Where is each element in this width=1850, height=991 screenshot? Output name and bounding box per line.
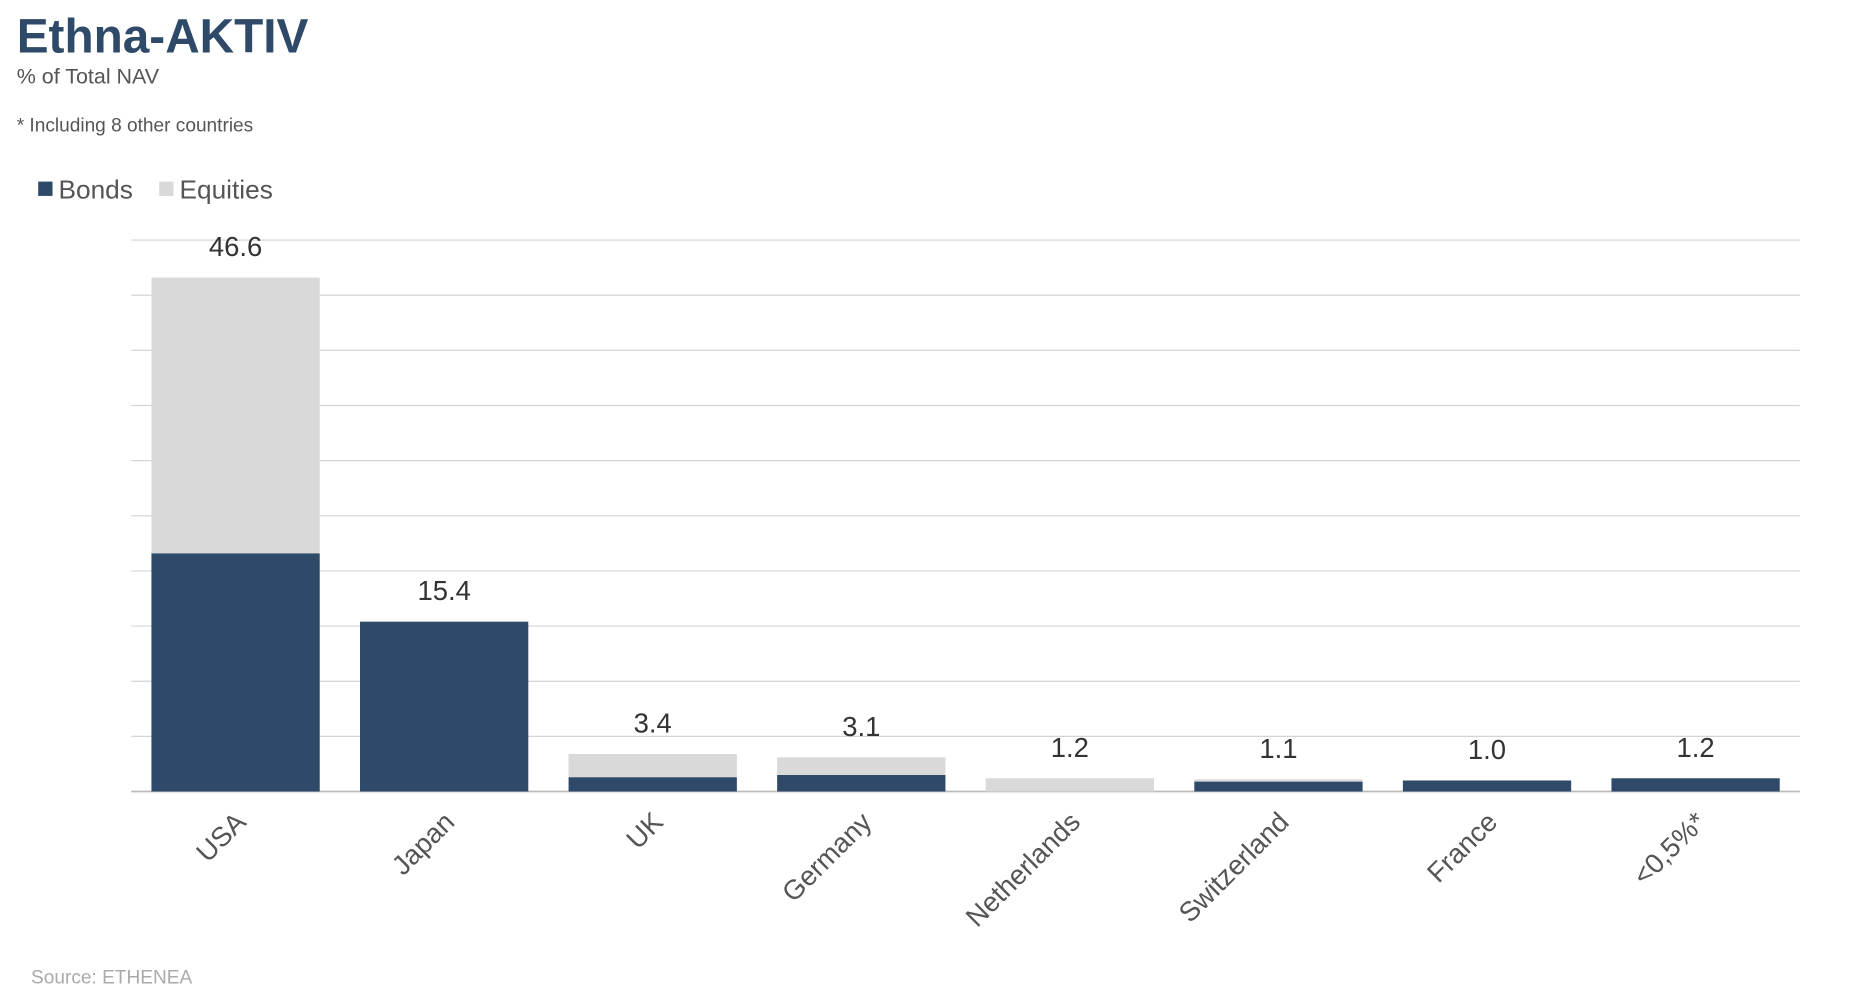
bar-segment [151, 553, 320, 792]
x-tick-label: Germany [776, 806, 878, 908]
bar-segment [777, 757, 946, 775]
total-label: 3.4 [634, 708, 672, 739]
x-tick-label: France [1421, 806, 1503, 888]
bar-segment [151, 277, 320, 554]
x-tick-label: Japan [386, 806, 461, 881]
x-tick-label: <0,5%* [1627, 806, 1712, 891]
bar-segment [568, 754, 737, 778]
legend-label: Equities [179, 174, 272, 204]
total-label: 1.2 [1051, 732, 1089, 763]
x-tick-label: USA [190, 806, 252, 868]
x-tick-label: UK [620, 806, 669, 855]
bar-segment [1611, 778, 1780, 792]
bar-segment [1194, 781, 1363, 792]
total-label: 1.0 [1468, 734, 1506, 765]
legend-label: Bonds [58, 174, 132, 204]
bar-segment [777, 774, 946, 792]
legend-swatch [38, 181, 53, 196]
total-label: 46.6 [209, 231, 262, 262]
bar-segment [1194, 779, 1363, 782]
x-tick-label: Switzerland [1172, 806, 1294, 928]
bar-segment [360, 621, 529, 792]
total-label: 15.4 [417, 575, 470, 606]
legend-swatch [159, 181, 174, 196]
bar-segment [1402, 780, 1572, 792]
total-label: 3.1 [842, 711, 880, 742]
total-label: 1.2 [1677, 732, 1715, 763]
chart-source: Source: ETHENEA [31, 968, 192, 989]
chart-subtitle: % of Total NAV [17, 65, 160, 89]
bar-segment [985, 778, 1155, 792]
x-tick-label: Netherlands [960, 806, 1087, 933]
total-label: 1.1 [1259, 733, 1297, 764]
chart-note: * Including 8 other countries [17, 115, 254, 136]
chart-title: Ethna-AKTIV [17, 11, 309, 64]
bar-segment [568, 777, 737, 792]
